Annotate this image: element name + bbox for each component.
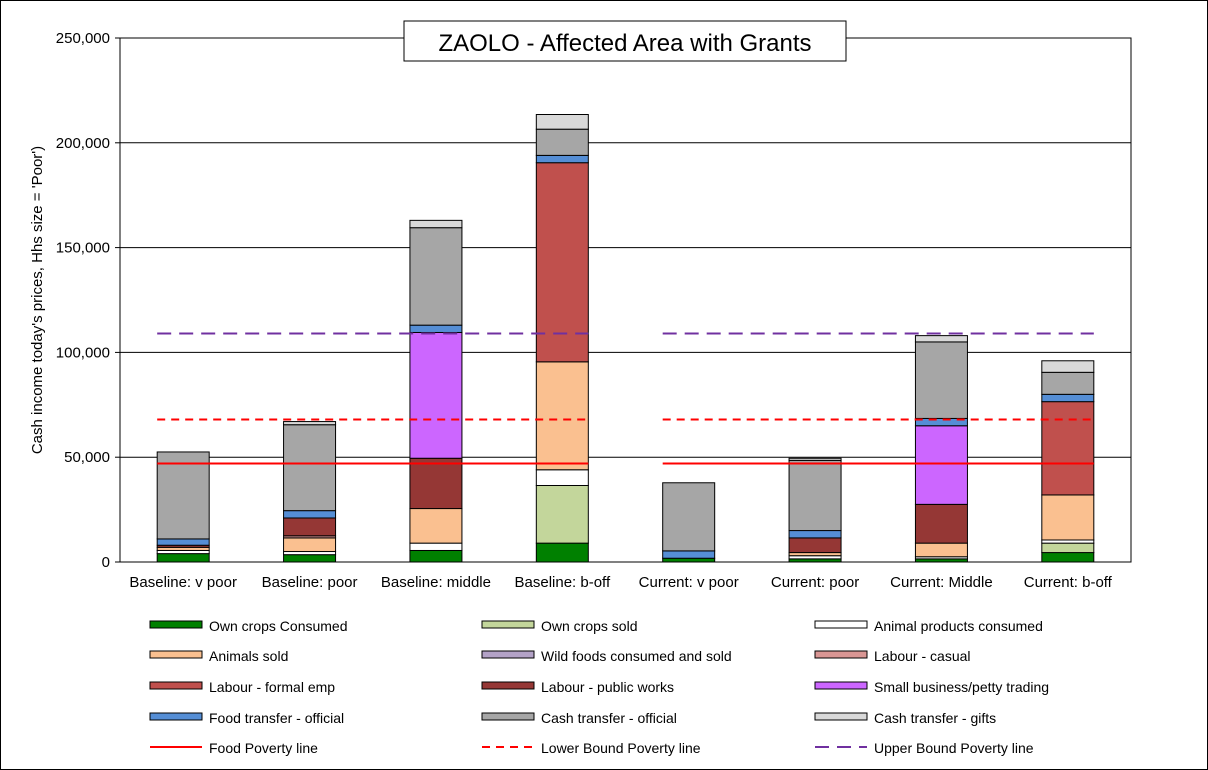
bar-segment: [156, 451, 210, 540]
bar-segment: [535, 114, 589, 130]
poverty-lines: [157, 332, 1094, 465]
bar-segment: [409, 457, 463, 510]
bar-stacks: [156, 114, 1095, 563]
legend-swatch: [481, 712, 535, 721]
x-tick-label: Baseline: b-off: [515, 574, 611, 591]
legend-swatch: [481, 681, 535, 690]
bar-segment: [535, 484, 589, 544]
y-tick-label: 100,000: [56, 344, 110, 361]
legend-label: Own crops Consumed: [209, 618, 348, 634]
y-tick-label: 0: [102, 554, 110, 571]
legend-label: Small business/petty trading: [874, 679, 1049, 695]
bar-segment: [409, 227, 463, 326]
bar-segment: [1041, 401, 1095, 496]
x-axis-ticks: Baseline: v poor Baseline: poor Baseline: …: [129, 574, 1112, 591]
legend-swatch: [149, 620, 203, 629]
y-axis-label: Cash income today's prices, Hhs size = '…: [29, 146, 46, 454]
bar-segment: [788, 530, 842, 539]
bar-segment: [283, 424, 337, 512]
legend-label: Labour - public works: [541, 679, 674, 695]
bar-segment: [1041, 360, 1095, 373]
x-tick-label: Current: Middle: [890, 574, 993, 591]
x-tick-label: Baseline: middle: [381, 574, 491, 591]
x-tick-label: Current: v poor: [639, 574, 739, 591]
bar-segment: [409, 542, 463, 551]
bar-segment: [409, 324, 463, 333]
legend-swatch: [814, 620, 868, 629]
y-tick-label: 200,000: [56, 135, 110, 152]
bar-segment: [535, 361, 589, 471]
bar-segment: [283, 517, 337, 537]
bar-segment: [535, 162, 589, 363]
bar-segment: [662, 482, 716, 552]
bar-segment: [788, 537, 842, 554]
bar-segment: [1041, 393, 1095, 403]
bar-segment: [156, 538, 210, 546]
plot-area-border: [119, 37, 1132, 563]
legend-swatch: [149, 681, 203, 690]
legend-label: Cash transfer - official: [541, 710, 677, 726]
y-tick-label: 50,000: [64, 449, 110, 466]
bar-segment: [788, 457, 842, 461]
legend-swatch: [814, 712, 868, 721]
legend-label: Labour - formal emp: [209, 679, 335, 695]
bar-segment: [409, 508, 463, 544]
bar-segment: [662, 557, 716, 563]
legend-label: Wild foods consumed and sold: [541, 648, 732, 664]
bar-segment: [662, 550, 716, 559]
bar-segment: [1041, 552, 1095, 563]
bar-segment: [535, 469, 589, 486]
legend-label: Food transfer - official: [209, 710, 344, 726]
bar-segment: [1041, 494, 1095, 541]
gridlines: [120, 37, 1131, 458]
bar-segment: [283, 510, 337, 519]
legend-label: Own crops sold: [541, 618, 637, 634]
y-tick-label: 150,000: [56, 240, 110, 257]
legend-label: Food Poverty line: [209, 740, 318, 756]
bar-segment: [1041, 371, 1095, 395]
bar-segment: [1041, 542, 1095, 554]
legend-swatch: [149, 650, 203, 659]
bar-segment: [409, 219, 463, 229]
bar-segment: [788, 459, 842, 532]
legend: Own crops Consumed Own crops sold Animal p…: [149, 618, 1049, 756]
bar-segment: [283, 421, 337, 426]
legend-swatch: [481, 620, 535, 629]
bar-segment: [914, 341, 968, 419]
legend-swatch: [149, 712, 203, 721]
legend-label: Labour - casual: [874, 648, 971, 664]
x-tick-label: Current: b-off: [1024, 574, 1113, 591]
chart-title: ZAOLO - Affected Area with Grants: [438, 30, 811, 57]
legend-label: Cash transfer - gifts: [874, 710, 996, 726]
chart-title-box: ZAOLO - Affected Area with Grants: [403, 20, 847, 62]
legend-label: Lower Bound Poverty line: [541, 740, 701, 756]
bar-segment: [535, 542, 589, 563]
bar-segment: [914, 335, 968, 343]
bar-segment: [914, 542, 968, 558]
legend-label: Animal products consumed: [874, 618, 1043, 634]
x-tick-label: Baseline: v poor: [129, 574, 237, 591]
bar-segment: [914, 425, 968, 505]
x-tick-label: Baseline: poor: [262, 574, 358, 591]
bar-segment: [535, 128, 589, 156]
bar-segment: [914, 503, 968, 544]
bar-segment: [283, 537, 337, 553]
legend-swatch: [814, 650, 868, 659]
legend-swatch: [814, 681, 868, 690]
bar-segment: [283, 554, 337, 563]
legend-swatch: [481, 650, 535, 659]
y-tick-label: 250,000: [56, 30, 110, 47]
y-axis-ticks: 0 50,000 100,000 150,000 200,000 250,000: [56, 30, 120, 571]
legend-label: Animals sold: [209, 648, 288, 664]
bar-segment: [409, 331, 463, 459]
bar-segment: [409, 549, 463, 563]
x-tick-label: Current: poor: [771, 574, 859, 591]
bar-segment: [156, 553, 210, 563]
bar-segment: [535, 154, 589, 164]
legend-label: Upper Bound Poverty line: [874, 740, 1034, 756]
